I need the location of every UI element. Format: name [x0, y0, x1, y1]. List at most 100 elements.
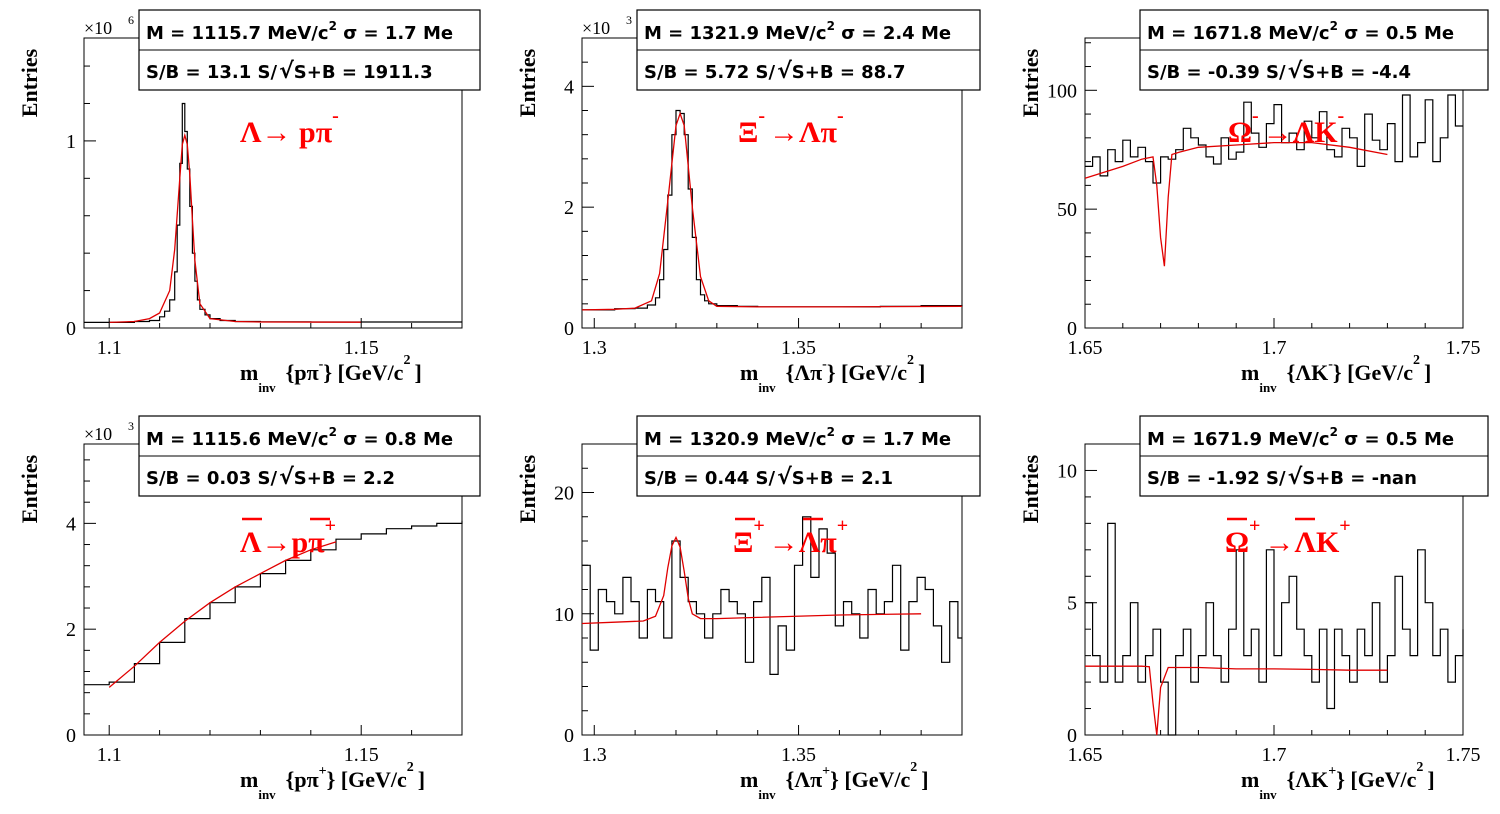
decay-sup: -	[758, 105, 765, 127]
decay-sup-2: -	[837, 105, 844, 127]
xlabel-close: ]	[918, 360, 925, 385]
y-tick-label: 10	[1057, 460, 1077, 482]
stats-line2-b: S+B = 2.2	[294, 468, 395, 489]
fit-curve	[109, 132, 362, 324]
stats-line1-sup: 2	[329, 425, 337, 439]
y-tick-label: 2	[564, 197, 574, 219]
sqrt-sign: √	[1288, 465, 1303, 490]
stats-line1: M = 1320.9 MeV/c	[644, 429, 827, 450]
exponent-label: ×10	[84, 424, 112, 444]
stats-line1-tail: σ = 2.4 Me	[835, 23, 951, 44]
x-tick-label: 1.35	[781, 744, 816, 766]
decay-sup-2: +	[837, 515, 848, 537]
decay-sup-2: +	[1339, 515, 1350, 537]
x-tick-label: 1.15	[344, 337, 379, 359]
decay-sup-2: -	[1338, 105, 1345, 127]
stats-mass-line: M = 1115.7 MeV/c2 σ = 1.7 Me	[146, 19, 453, 44]
x-tick-label: 1.75	[1446, 337, 1481, 359]
stats-line1: M = 1671.9 MeV/c	[1147, 429, 1330, 450]
xlabel-main: m	[740, 767, 758, 792]
stats-signif-line: S/B = 13.1 S/√S+B = 1911.3	[146, 59, 433, 84]
stats-signif-line: S/B = -1.92 S/√S+B = -nan	[1147, 465, 1417, 490]
xlabel-sup: -	[1328, 357, 1333, 372]
xlabel-close: ]	[414, 360, 421, 385]
fit-curve	[1085, 665, 1388, 736]
sqrt-sign: √	[279, 59, 294, 84]
fit-curve	[581, 111, 963, 311]
decay-text-2: →Λπ	[769, 116, 838, 149]
xlabel-units-sup: 2	[910, 760, 917, 775]
stats-signif-line: S/B = 0.44 S/√S+B = 2.1	[644, 465, 893, 490]
stats-line2-b: S+B = -4.4	[1302, 62, 1411, 83]
xlabel-sup: +	[319, 764, 327, 779]
y-tick-label: 0	[66, 725, 76, 747]
y-axis-label: Entries	[515, 454, 540, 523]
xlabel-tail: } [GeV/c	[327, 767, 407, 792]
fit-curve	[581, 535, 922, 625]
xlabel-tail: } [GeV/c	[1336, 767, 1416, 792]
stats-line1-sup: 2	[1330, 425, 1338, 439]
xlabel-main: m	[1241, 767, 1259, 792]
xlabel-sub: inv	[758, 380, 776, 395]
x-tick-label: 1.65	[1068, 744, 1103, 766]
xlabel-close: ]	[1427, 767, 1434, 792]
x-axis-label: minv {pπ-} [GeV/c2]	[240, 353, 422, 395]
decay-sup: -	[332, 105, 339, 127]
y-tick-label: 20	[554, 483, 574, 505]
decay-label: Ξ- →Λπ-	[738, 105, 844, 149]
stats-line2-a: S/B = 0.44 S/	[644, 468, 776, 489]
decay-text: Ξ	[733, 526, 753, 559]
x-axis-label: minv {ΛK+} [GeV/c2]	[1241, 760, 1435, 802]
histogram-line	[1085, 94, 1463, 184]
stats-line1-tail: σ = 1.7 Me	[835, 429, 951, 450]
stats-line2-a: S/B = -1.92 S/	[1147, 468, 1286, 489]
decay-sup: +	[753, 515, 764, 537]
stats-line1: M = 1321.9 MeV/c	[644, 23, 827, 44]
xlabel-units-sup: 2	[407, 760, 414, 775]
x-tick-label: 1.3	[582, 337, 607, 359]
y-tick-label: 0	[564, 318, 574, 340]
y-axis-label: Entries	[17, 48, 42, 117]
histogram-line	[1085, 522, 1464, 736]
decay-text-2: →Λπ	[769, 526, 838, 559]
xlabel-sup: +	[1328, 764, 1336, 779]
decay-label: Ω+ →ΛK+	[1225, 515, 1351, 559]
stats-line2-a: S/B = -0.39 S/	[1147, 62, 1286, 83]
histogram-line	[582, 516, 962, 675]
stats-line1: M = 1671.8 MeV/c	[1147, 23, 1330, 44]
xlabel-units-sup: 2	[403, 353, 410, 368]
stats-line2-b: S+B = 88.7	[792, 62, 906, 83]
decay-text: Λ→pπ	[240, 526, 325, 559]
stats-signif-line: S/B = 0.03 S/√S+B = 2.2	[146, 465, 395, 490]
xlabel-sup: -	[822, 357, 827, 372]
xlabel-close: ]	[1424, 360, 1431, 385]
x-tick-label: 1.7	[1262, 337, 1287, 359]
x-axis-label: minv {pπ+} [GeV/c2]	[240, 760, 425, 802]
y-axis-label: Entries	[1018, 48, 1043, 117]
y-axis-label: Entries	[1018, 454, 1043, 523]
xlabel-units-sup: 2	[907, 353, 914, 368]
decay-text: Ω	[1225, 526, 1249, 559]
stats-line1-sup: 2	[827, 425, 835, 439]
stats-signif-line: S/B = -0.39 S/√S+B = -4.4	[1147, 59, 1411, 84]
stats-line2-b: S+B = 1911.3	[294, 62, 433, 83]
y-axis-label: Entries	[17, 454, 42, 523]
exponent-label: ×10	[84, 18, 112, 38]
x-tick-label: 1.1	[97, 744, 122, 766]
x-axis-label: minv {Λπ-} [GeV/c2]	[740, 353, 925, 395]
y-tick-label: 5	[1067, 593, 1077, 615]
y-tick-label: 4	[564, 76, 574, 98]
stats-line2-b: S+B = -nan	[1302, 468, 1417, 489]
xlabel-tail: } [GeV/c	[827, 360, 907, 385]
stats-line2-a: S/B = 13.1 S/	[146, 62, 278, 83]
y-tick-label: 4	[66, 513, 76, 535]
x-tick-label: 1.35	[781, 337, 816, 359]
sqrt-sign: √	[777, 465, 792, 490]
x-tick-label: 1.7	[1262, 744, 1287, 766]
xlabel-close: ]	[921, 767, 928, 792]
xlabel-sub: inv	[758, 787, 776, 802]
